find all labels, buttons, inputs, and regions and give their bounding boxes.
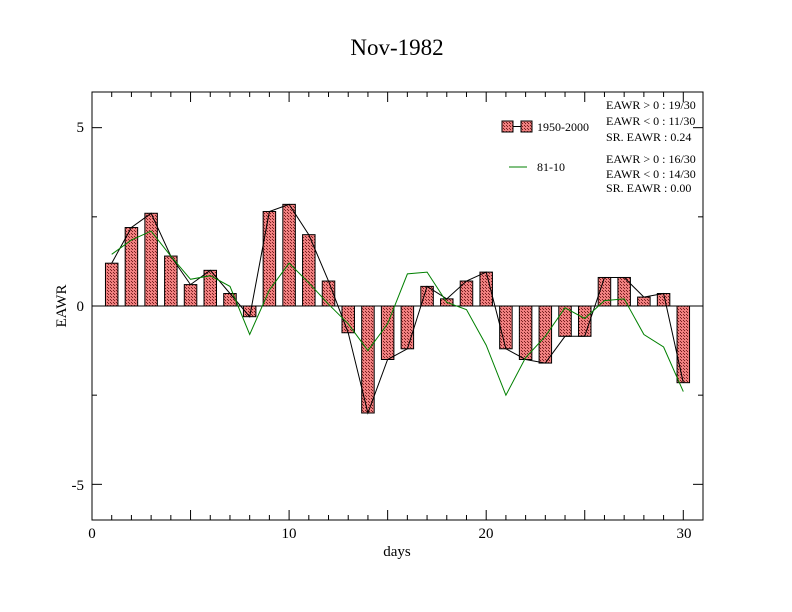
bar [164,255,178,307]
bar [124,227,139,307]
bar [637,296,651,307]
bar [223,293,237,307]
bar-series [104,203,691,414]
chart-title: Nov-1982 [350,35,443,60]
stat-positive-1: EAWR > 0 : 19/30 [606,98,696,112]
bar [262,210,277,307]
bar [577,305,592,337]
stats-block: EAWR > 0 : 19/30 EAWR < 0 : 11/30 SR. EA… [606,98,696,195]
y-tick-label: 0 [77,299,85,315]
stat-negative-2: EAWR < 0 : 14/30 [606,167,696,181]
bar [676,305,691,384]
bar [499,305,513,350]
y-axis-label: EAWR [54,285,70,328]
stat-sr-1: SR. EAWR : 0.24 [606,130,691,144]
legend-label-81-10: 81-10 [537,160,565,174]
bar [282,203,296,307]
bar [538,305,553,364]
stat-negative-1: EAWR < 0 : 11/30 [606,114,695,128]
stat-sr-2: SR. EAWR : 0.00 [606,181,691,195]
series-line-81-10 [111,230,684,397]
series-line-1950-2000 [111,203,684,415]
legend-label-1950-2000: 1950-2000 [537,120,589,134]
x-tick-label: 30 [677,526,692,542]
line-series [111,203,684,415]
x-tick-label: 10 [282,526,297,542]
y-tick-label: -5 [72,478,85,494]
stat-positive-2: EAWR > 0 : 16/30 [606,152,696,166]
bar [104,262,119,307]
bar [380,305,395,360]
axis-ticks [91,92,704,520]
bar [518,305,533,360]
x-axis-label: days [383,544,411,560]
y-tick-label: 5 [77,120,85,136]
legend-bar-swatch [520,120,533,133]
bar [400,305,415,350]
bar [183,284,198,307]
x-tick-label: 0 [88,526,96,542]
legend: 1950-2000 81-10 [501,120,589,174]
x-tick-label: 20 [479,526,494,542]
bar [144,212,158,307]
legend-bar-swatch [501,120,514,133]
